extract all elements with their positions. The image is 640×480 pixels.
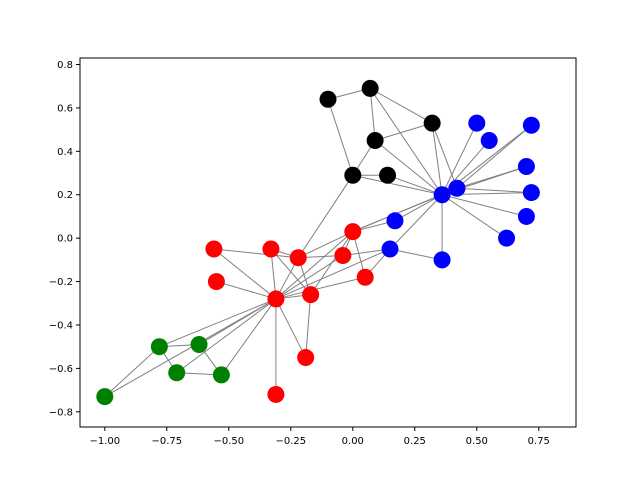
- node-13: [517, 207, 535, 225]
- y-tick-label: −0.4: [49, 320, 73, 331]
- node-3: [366, 131, 384, 149]
- edge-22: [441, 194, 527, 217]
- plot-frame: [79, 57, 577, 428]
- edge-26: [389, 248, 443, 261]
- node-4: [344, 166, 362, 184]
- edge-51: [305, 294, 312, 358]
- node-15: [498, 229, 516, 247]
- edge-49: [275, 276, 366, 300]
- edge-24: [441, 194, 507, 239]
- node-21: [289, 249, 307, 267]
- node-14: [386, 212, 404, 230]
- node-9: [517, 158, 535, 176]
- nodes-layer: [96, 79, 540, 406]
- edge-9: [374, 140, 443, 196]
- node-10: [448, 179, 466, 197]
- node-11: [433, 186, 451, 204]
- edge-15: [456, 124, 532, 189]
- y-tick-label: −0.6: [49, 364, 73, 375]
- node-1: [361, 79, 379, 97]
- y-tick-label: 0.8: [57, 60, 73, 71]
- x-tick-label: 0.50: [466, 436, 488, 447]
- edge-35: [298, 231, 354, 259]
- node-31: [168, 364, 186, 382]
- x-tick-label: −1.00: [89, 436, 120, 447]
- edge-7: [431, 122, 458, 189]
- edge-56: [176, 298, 277, 374]
- y-tick-label: −0.2: [49, 277, 73, 288]
- node-19: [205, 240, 223, 258]
- edge-47: [216, 281, 277, 300]
- node-27: [297, 349, 315, 367]
- edge-14: [441, 122, 478, 195]
- node-25: [302, 286, 320, 304]
- edge-12: [297, 174, 354, 258]
- edge-11: [352, 174, 443, 196]
- node-12: [522, 184, 540, 202]
- edge-48: [275, 255, 344, 300]
- node-16: [381, 240, 399, 258]
- node-8: [480, 131, 498, 149]
- node-0: [319, 90, 337, 108]
- x-axis: −1.00 −0.75 −0.50 −0.25 0.00 0.25 0.50 0.75: [89, 427, 550, 447]
- edge-6: [431, 123, 443, 195]
- node-30: [190, 336, 208, 354]
- y-tick-label: −0.8: [49, 407, 73, 418]
- node-5: [379, 166, 397, 184]
- x-tick-label: 0.75: [528, 436, 550, 447]
- node-20: [262, 240, 280, 258]
- edge-2: [369, 88, 376, 141]
- node-2: [423, 114, 441, 132]
- edge-57: [220, 298, 277, 376]
- y-axis: −0.8 −0.6 −0.4 −0.2 0.0 0.2 0.4 0.6 0.8: [49, 60, 80, 418]
- y-tick-label: 0.0: [57, 234, 73, 245]
- node-17: [433, 251, 451, 269]
- node-6: [468, 114, 486, 132]
- edge-54: [159, 298, 277, 348]
- edge-41: [213, 248, 277, 300]
- node-7: [522, 116, 540, 134]
- edge-58: [104, 298, 277, 398]
- y-tick-label: 0.2: [57, 190, 73, 201]
- edge-52: [275, 298, 307, 358]
- edge-40: [213, 248, 299, 259]
- node-18: [344, 223, 362, 241]
- edge-25: [389, 194, 443, 250]
- node-26: [267, 290, 285, 308]
- edge-36: [275, 231, 354, 300]
- edge-5: [374, 122, 433, 141]
- edge-13: [387, 174, 443, 196]
- y-tick-label: 0.6: [57, 103, 73, 114]
- edge-23: [394, 194, 443, 222]
- edge-1: [327, 99, 354, 176]
- edge-3: [369, 87, 433, 124]
- x-tick-label: −0.25: [275, 436, 306, 447]
- edge-61: [104, 346, 160, 397]
- node-23: [207, 273, 225, 291]
- y-tick-label: 0.4: [57, 147, 73, 158]
- x-tick-label: −0.50: [213, 436, 244, 447]
- node-32: [212, 366, 230, 384]
- x-tick-label: −0.75: [151, 436, 182, 447]
- node-33: [96, 388, 114, 406]
- node-28: [267, 385, 285, 403]
- node-22: [334, 247, 352, 265]
- node-29: [150, 338, 168, 356]
- x-tick-label: 0.00: [342, 436, 364, 447]
- edges-layer: [104, 87, 532, 398]
- node-24: [356, 268, 374, 286]
- x-tick-label: 0.25: [404, 436, 426, 447]
- edge-20: [456, 187, 532, 194]
- edge-4: [369, 88, 443, 196]
- edge-39: [275, 248, 391, 300]
